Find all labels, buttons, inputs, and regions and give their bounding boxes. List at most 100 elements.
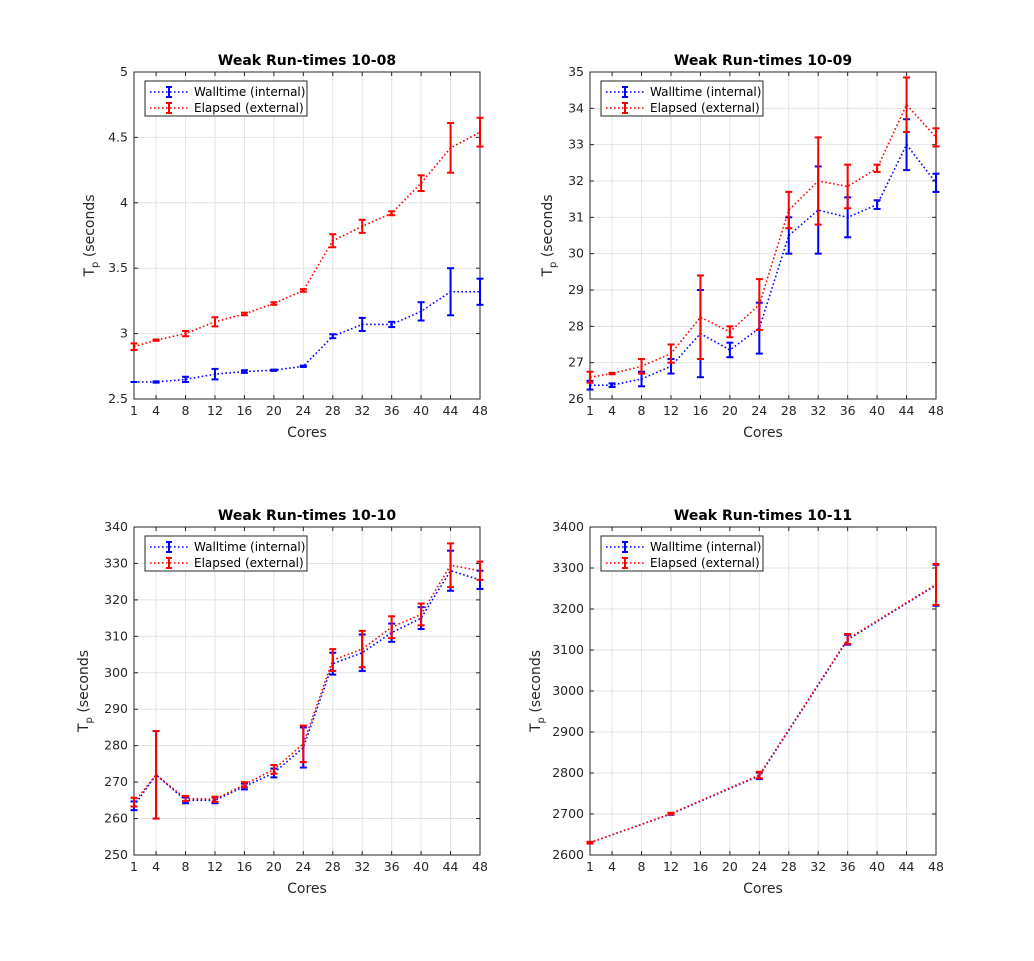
- data-point: [331, 335, 334, 338]
- x-tick-label: 44: [443, 859, 459, 874]
- x-tick-label: 8: [638, 403, 646, 418]
- data-point: [184, 378, 187, 381]
- error-bar: [844, 163, 852, 210]
- data-point: [331, 658, 334, 662]
- data-point: [934, 583, 938, 586]
- y-tick-label: 3100: [552, 642, 584, 657]
- x-tick-label: 1: [586, 403, 594, 418]
- data-point: [905, 103, 908, 106]
- error-bar: [696, 274, 704, 361]
- x-tick-label: 44: [899, 403, 915, 418]
- error-bar: [586, 370, 594, 384]
- x-tick-label: 12: [663, 403, 679, 418]
- plot-area: [134, 527, 480, 855]
- legend-label: Elapsed (external): [194, 101, 304, 115]
- error-bar: [329, 333, 337, 340]
- error-bar: [270, 368, 278, 372]
- error-bar: [726, 325, 734, 339]
- data-point: [758, 303, 761, 306]
- data-point: [361, 647, 364, 651]
- error-bar: [785, 190, 793, 230]
- error-bar: [755, 278, 763, 331]
- error-bar: [417, 174, 425, 193]
- data-point: [449, 290, 452, 293]
- error-bar: [182, 794, 190, 803]
- error-bar: [873, 199, 881, 210]
- x-tick-label: 16: [692, 403, 708, 418]
- error-bar: [388, 210, 396, 217]
- data-point: [478, 290, 482, 293]
- y-axis-label-subscript: p: [548, 262, 559, 268]
- x-tick-label: 16: [692, 859, 708, 874]
- error-bar: [667, 343, 675, 364]
- x-tick-label: 28: [781, 859, 797, 874]
- error-bar: [152, 380, 160, 384]
- y-axis-label: Tp (seconds: [82, 194, 101, 277]
- data-point: [419, 613, 423, 616]
- data-point: [154, 773, 158, 777]
- y-tick-label: 3000: [552, 683, 584, 698]
- data-point: [272, 768, 276, 771]
- y-axis-label-main: T: [76, 723, 92, 733]
- data-point: [846, 637, 849, 641]
- data-point: [846, 185, 849, 188]
- y-axis-label-rest: (seconds: [528, 650, 544, 717]
- data-point: [184, 797, 187, 800]
- data-point: [272, 302, 276, 305]
- y-axis-label-subscript: p: [90, 262, 101, 268]
- x-tick-label: 48: [928, 403, 944, 418]
- series-line: [589, 583, 937, 844]
- x-tick-label: 4: [608, 859, 616, 874]
- x-tick-label: 8: [182, 403, 190, 418]
- data-point: [302, 365, 305, 368]
- y-axis-label-rest: (seconds: [540, 194, 556, 261]
- y-tick-label: 32: [568, 173, 584, 188]
- data-point: [419, 181, 423, 185]
- data-point: [243, 783, 246, 786]
- x-tick-label: 12: [663, 859, 679, 874]
- legend-label: Elapsed (external): [194, 556, 304, 570]
- error-bar: [130, 342, 138, 351]
- x-tick-label: 36: [384, 403, 400, 418]
- legend-item-walltime: Walltime (internal): [150, 85, 305, 99]
- y-tick-label: 260: [104, 811, 128, 826]
- y-tick-label: 27: [568, 355, 584, 370]
- x-tick-label: 1: [130, 403, 138, 418]
- error-bar: [358, 218, 366, 234]
- x-tick-label: 28: [325, 403, 341, 418]
- x-tick-label: 8: [182, 859, 190, 874]
- error-bar: [667, 811, 675, 816]
- data-point: [361, 323, 364, 326]
- series-elapsed: [586, 562, 940, 845]
- data-point: [588, 376, 592, 379]
- y-axis-label: Tp (seconds: [528, 650, 547, 733]
- data-point: [934, 136, 938, 139]
- y-axis-label: Tp (seconds: [540, 194, 559, 277]
- y-tick-label: 30: [568, 246, 584, 261]
- data-point: [669, 352, 673, 355]
- x-tick-label: 1: [130, 859, 138, 874]
- y-tick-label: 3300: [552, 560, 584, 575]
- error-bar: [130, 796, 138, 808]
- error-bar: [586, 840, 594, 845]
- x-tick-label: 24: [295, 403, 311, 418]
- error-bar: [211, 795, 219, 803]
- y-axis-label-subscript: p: [536, 717, 547, 723]
- data-point: [243, 312, 246, 316]
- x-tick-label: 48: [472, 859, 488, 874]
- axes-box: [589, 71, 937, 400]
- x-tick-label: 1: [586, 859, 594, 874]
- y-axis-label-main: T: [528, 723, 544, 733]
- y-tick-label: 340: [104, 519, 128, 534]
- data-point: [787, 234, 790, 237]
- data-point: [728, 348, 732, 352]
- error-bar: [299, 288, 307, 293]
- legend-item-elapsed: Elapsed (external): [606, 101, 760, 115]
- data-point: [390, 323, 393, 326]
- legend-item-elapsed: Elapsed (external): [150, 556, 304, 570]
- error-bar: [388, 320, 396, 329]
- data-point: [302, 742, 305, 746]
- axes-box: [133, 526, 481, 856]
- chart-panel-1: 1 4 8 12 16 20 24 28 32 36 40 44 482.533.544.55Weak …: [82, 53, 488, 441]
